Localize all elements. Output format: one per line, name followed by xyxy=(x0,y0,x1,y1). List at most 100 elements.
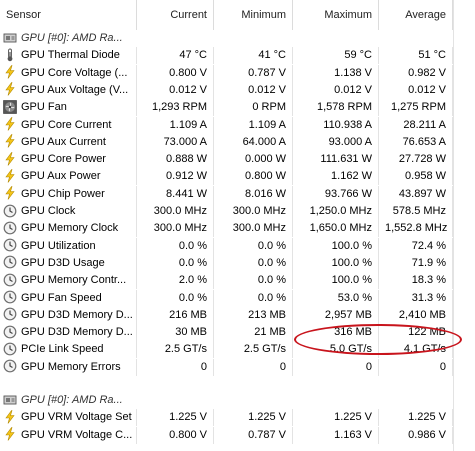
minimum-value: 0.787 V xyxy=(214,426,293,444)
average-value: 0.958 W xyxy=(379,168,453,186)
sensor-name-cell: GPU Aux Voltage (V... xyxy=(0,81,137,99)
sensor-label: GPU Fan xyxy=(21,101,67,114)
sensor-row[interactable]: GPU Aux Power 0.912 W 0.800 W 1.162 W 0.958 … xyxy=(0,168,475,186)
sensor-label: GPU VRM Voltage Set xyxy=(21,411,132,424)
sensor-label: GPU Core Current xyxy=(21,118,112,131)
minimum-value: 1.225 V xyxy=(214,409,293,427)
current-value: 0.800 V xyxy=(137,426,214,444)
minimum-value: 213 MB xyxy=(214,306,293,324)
sensor-row[interactable]: GPU Thermal Diode 47 °C 41 °C 59 °C 51 °C xyxy=(0,47,475,65)
column-header-minimum[interactable]: Minimum xyxy=(214,0,293,30)
sensor-row[interactable]: GPU Memory Errors 0 0 0 0 xyxy=(0,358,475,376)
sensor-label: GPU Aux Voltage (V... xyxy=(21,83,129,96)
sensor-label: GPU Utilization xyxy=(21,239,96,252)
clock-icon xyxy=(3,255,17,269)
average-value: 1,275 RPM xyxy=(379,99,453,117)
sensor-row[interactable]: GPU Memory Contr... 2.0 % 0.0 % 100.0 % 18.3… xyxy=(0,272,475,290)
average-value: 2,410 MB xyxy=(379,306,453,324)
current-value: 0.912 W xyxy=(137,168,214,186)
sensor-name-cell: GPU VRM Voltage C... xyxy=(0,426,137,444)
sensor-row[interactable]: GPU VRM Voltage C... 0.800 V 0.787 V 1.163 … xyxy=(0,426,475,444)
minimum-value: 0.800 W xyxy=(214,168,293,186)
maximum-value: 2,957 MB xyxy=(293,306,379,324)
minimum-value: 300.0 MHz xyxy=(214,220,293,238)
current-value: 216 MB xyxy=(137,306,214,324)
sensor-label: GPU Thermal Diode xyxy=(21,49,120,62)
current-value: 2.0 % xyxy=(137,272,214,290)
sensor-name-cell: GPU Memory Contr... xyxy=(0,272,137,290)
sensor-row[interactable]: GPU Utilization 0.0 % 0.0 % 100.0 % 72.4 % xyxy=(0,237,475,255)
sensor-name-cell: GPU Chip Power xyxy=(0,185,137,203)
maximum-value: 100.0 % xyxy=(293,272,379,290)
fan-icon xyxy=(3,99,17,114)
average-value: 76.653 A xyxy=(379,133,453,151)
maximum-value: 1,250.0 MHz xyxy=(293,203,379,220)
vertical-scrollbar[interactable] xyxy=(453,0,475,451)
group-header-cell: GPU [#0]: AMD Ra... xyxy=(0,392,453,409)
average-value: 4.1 GT/s xyxy=(379,341,453,359)
average-value: 28.211 A xyxy=(379,116,453,134)
sensor-name-cell: GPU Memory Errors xyxy=(0,358,137,376)
minimum-value: 0 xyxy=(214,358,293,376)
lightning-icon xyxy=(3,82,17,97)
group-header[interactable]: GPU [#0]: AMD Ra... xyxy=(0,392,475,409)
maximum-value: 59 °C xyxy=(293,47,379,65)
sensor-row[interactable]: GPU D3D Memory D... 30 MB 21 MB 316 MB 122 M… xyxy=(0,324,475,342)
sensor-row[interactable]: GPU VRM Voltage Set 1.225 V 1.225 V 1.225 V… xyxy=(0,409,475,427)
thermometer-icon xyxy=(3,48,17,62)
maximum-value: 1.162 W xyxy=(293,168,379,186)
column-header-current[interactable]: Current xyxy=(137,0,214,30)
lightning-icon xyxy=(3,151,17,166)
sensor-name-cell: GPU Clock xyxy=(0,203,137,220)
lightning-icon xyxy=(3,409,17,424)
sensor-label: GPU Clock xyxy=(21,205,76,217)
average-value: 0.012 V xyxy=(379,81,453,99)
clock-icon xyxy=(3,273,17,287)
sensor-row[interactable]: GPU Core Voltage (... 0.800 V 0.787 V 1.138… xyxy=(0,64,475,82)
maximum-value: 100.0 % xyxy=(293,237,379,255)
maximum-value: 316 MB xyxy=(293,324,379,342)
clock-icon xyxy=(3,221,17,235)
sensor-name-cell: GPU Thermal Diode xyxy=(0,47,137,65)
sensor-row[interactable]: PCIe Link Speed 2.5 GT/s 2.5 GT/s 5.0 GT/s 4… xyxy=(0,341,475,359)
average-value: 18.3 % xyxy=(379,272,453,290)
sensor-label: PCIe Link Speed xyxy=(21,343,104,356)
minimum-value: 41 °C xyxy=(214,47,293,65)
current-value: 0.0 % xyxy=(137,289,214,307)
current-value: 1,293 RPM xyxy=(137,99,214,117)
gpu-icon xyxy=(3,393,17,407)
column-header-maximum[interactable]: Maximum xyxy=(293,0,379,30)
sensor-label: GPU D3D Usage xyxy=(21,256,105,269)
sensor-row[interactable]: GPU Core Power 0.888 W 0.000 W 111.631 W 27.… xyxy=(0,151,475,169)
sensor-row[interactable]: GPU Memory Clock 300.0 MHz 300.0 MHz 1,650.… xyxy=(0,220,475,238)
sensor-row[interactable]: GPU Chip Power 8.441 W 8.016 W 93.766 W 43.8… xyxy=(0,185,475,203)
clock-icon xyxy=(3,359,17,373)
sensor-row[interactable]: GPU Fan 1,293 RPM 0 RPM 1,578 RPM 1,275 RPM xyxy=(0,99,475,117)
group-header[interactable]: GPU [#0]: AMD Ra... xyxy=(0,30,475,47)
sensor-name-cell: GPU Aux Current xyxy=(0,133,137,151)
average-value: 51 °C xyxy=(379,47,453,65)
current-value: 47 °C xyxy=(137,47,214,65)
sensor-name-cell: GPU Memory Clock xyxy=(0,220,137,238)
clock-icon xyxy=(3,290,17,304)
sensor-row[interactable]: GPU D3D Memory D... 216 MB 213 MB 2,957 MB 2… xyxy=(0,306,475,324)
sensor-row[interactable]: GPU Clock 300.0 MHz 300.0 MHz 1,250.0 MHz 57… xyxy=(0,203,475,220)
average-value: 0.982 V xyxy=(379,64,453,82)
sensor-row[interactable]: GPU Aux Voltage (V... 0.012 V 0.012 V 0.012… xyxy=(0,81,475,99)
average-value: 122 MB xyxy=(379,324,453,342)
current-value: 0.012 V xyxy=(137,81,214,99)
sensor-row[interactable]: GPU Fan Speed 0.0 % 0.0 % 53.0 % 31.3 % xyxy=(0,289,475,307)
sensor-label: GPU D3D Memory D... xyxy=(21,326,133,339)
average-value: 43.897 W xyxy=(379,185,453,203)
lightning-icon xyxy=(3,169,17,183)
column-header-average[interactable]: Average xyxy=(379,0,453,30)
minimum-value: 0.0 % xyxy=(214,289,293,307)
column-header-sensor[interactable]: Sensor xyxy=(0,0,137,30)
average-value: 0 xyxy=(379,358,453,376)
current-value: 1.225 V xyxy=(137,409,214,427)
sensor-label: GPU Aux Power xyxy=(21,170,101,183)
maximum-value: 1,650.0 MHz xyxy=(293,220,379,238)
sensor-row[interactable]: GPU D3D Usage 0.0 % 0.0 % 100.0 % 71.9 % xyxy=(0,254,475,272)
